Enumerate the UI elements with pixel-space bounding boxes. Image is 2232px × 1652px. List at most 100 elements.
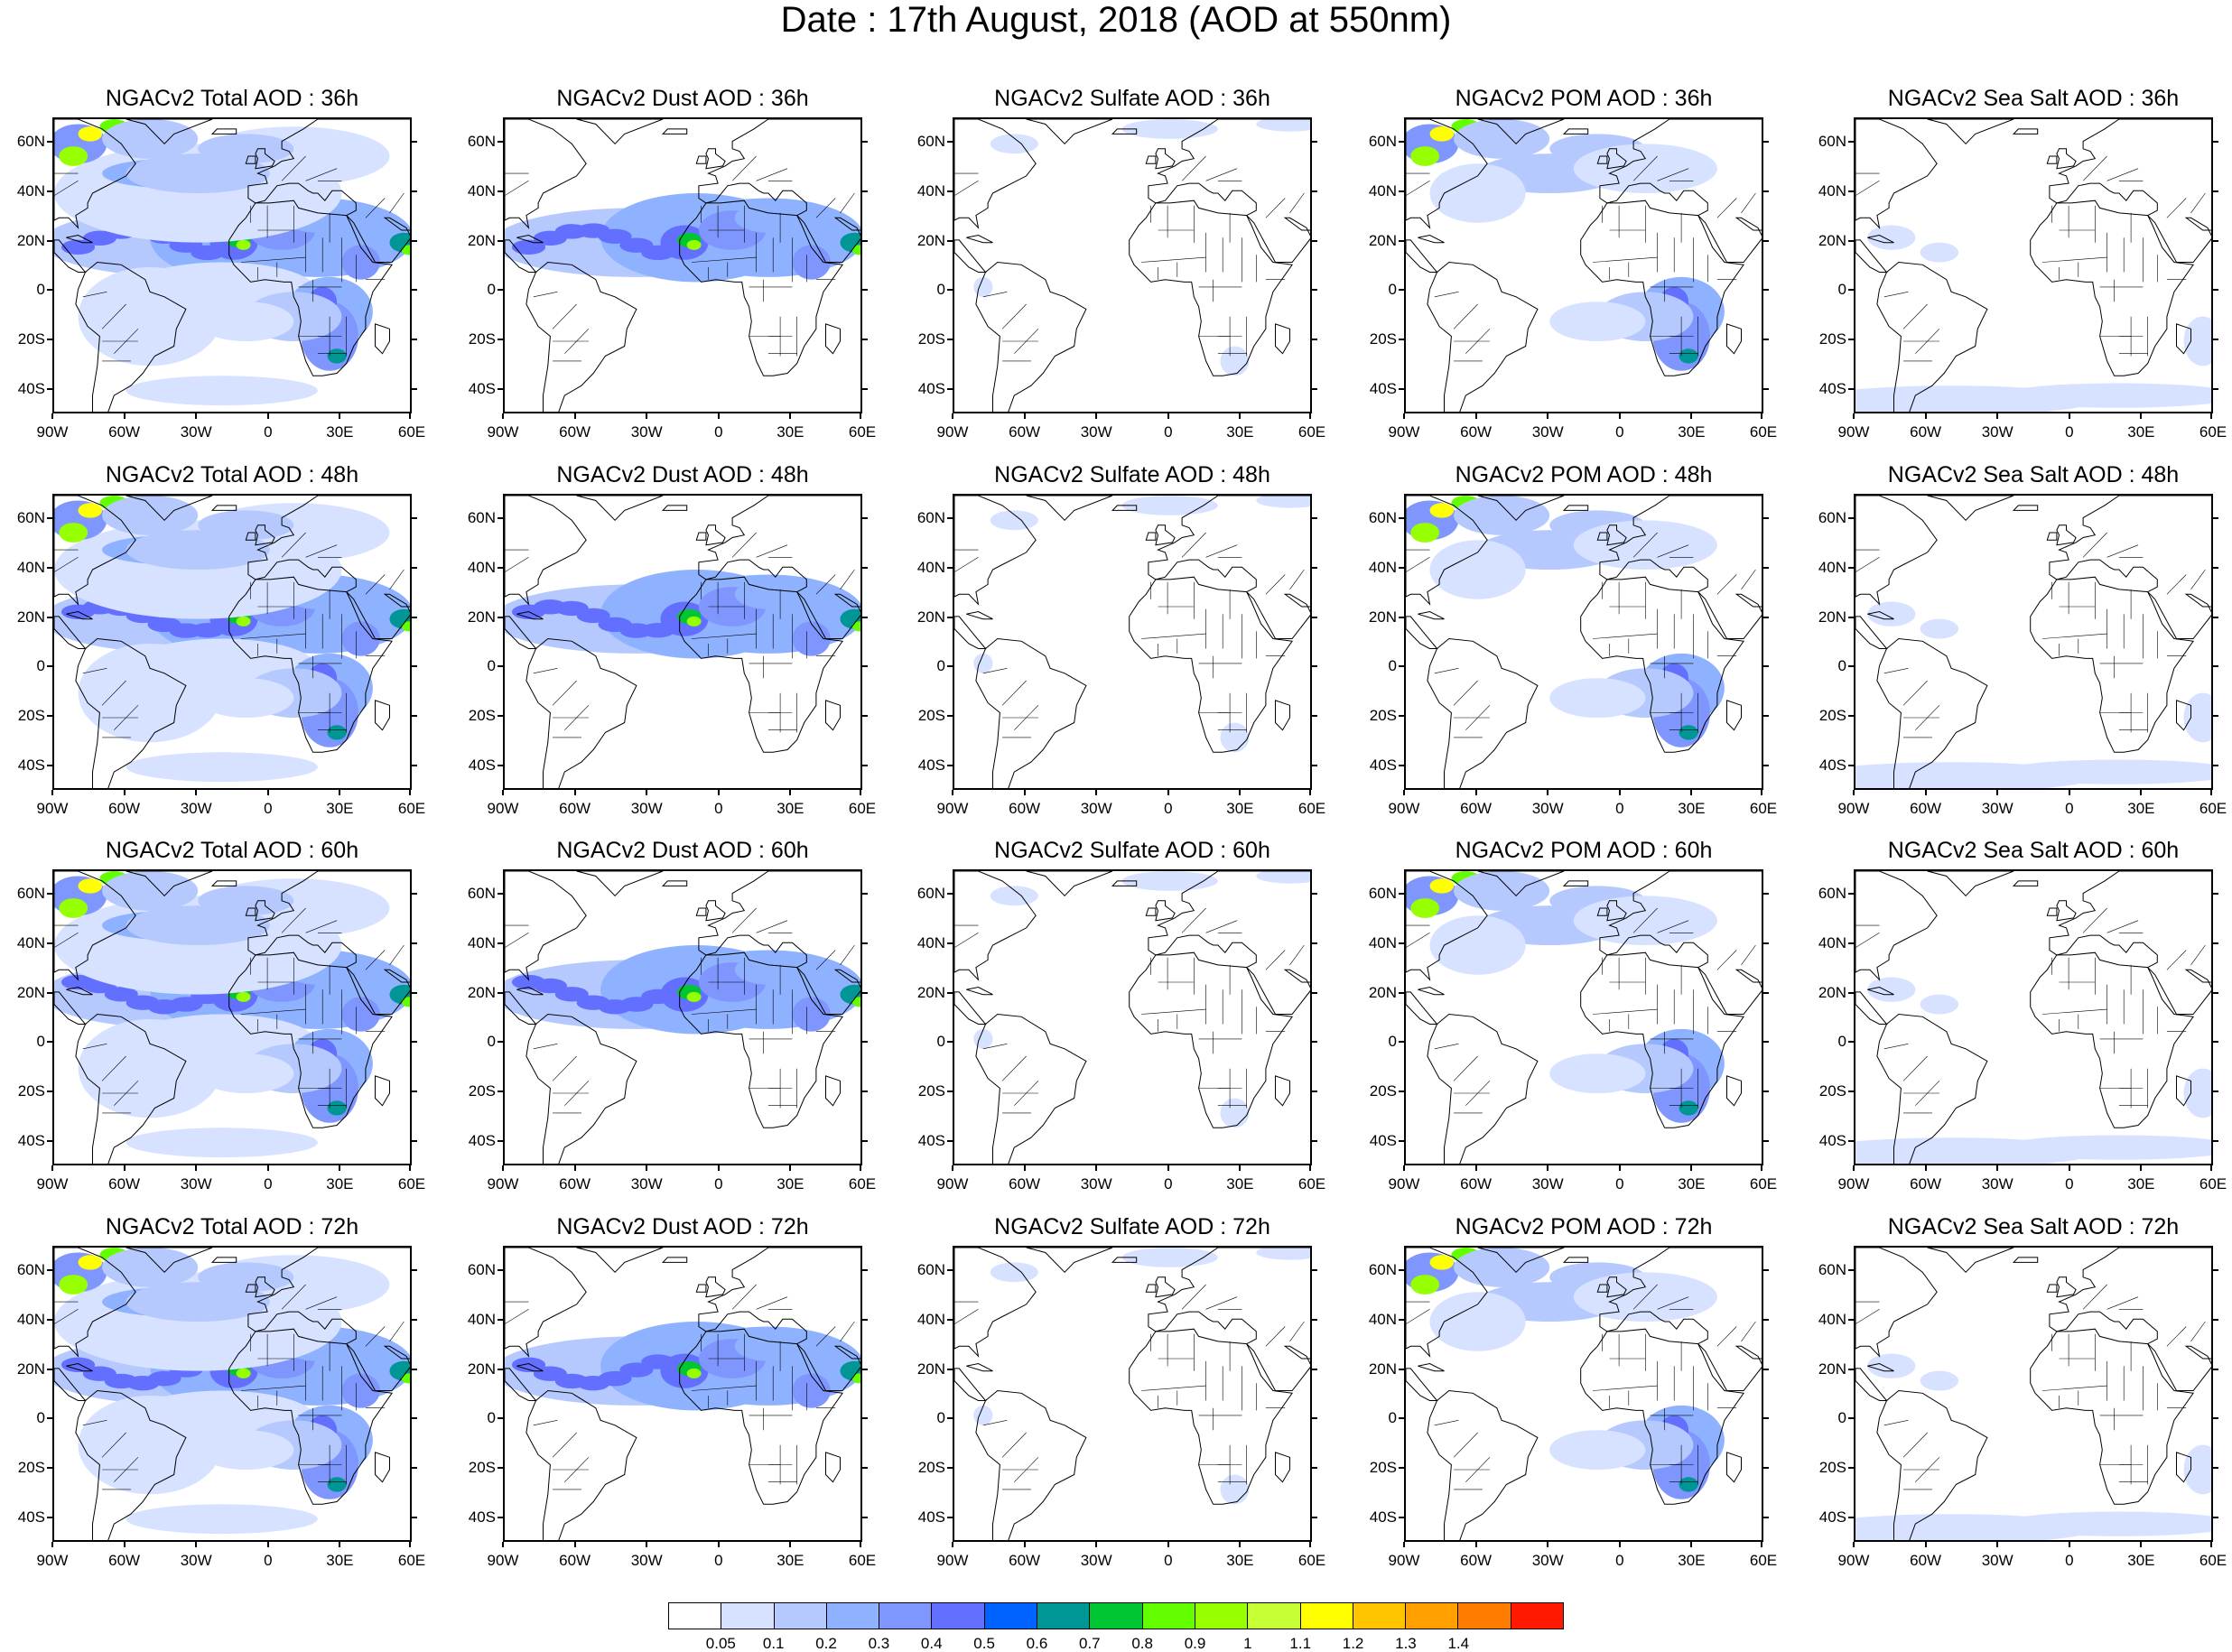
country-border xyxy=(1465,329,1491,354)
lat-tick xyxy=(1399,715,1404,717)
coastline xyxy=(66,986,93,996)
lon-label: 30E xyxy=(2127,1552,2155,1569)
lon-label: 60E xyxy=(848,423,877,441)
coastline xyxy=(1599,1248,1762,1391)
country-border xyxy=(2166,950,2187,970)
coastline xyxy=(1145,907,1157,916)
lon-label: 60E xyxy=(1297,1175,1326,1193)
country-border xyxy=(1001,680,1027,706)
country-border xyxy=(365,198,386,218)
coastline xyxy=(126,119,213,145)
country-border xyxy=(281,907,306,933)
country-border xyxy=(1289,1321,1305,1342)
country-border xyxy=(1632,907,1658,933)
country-border xyxy=(114,705,139,730)
coastline xyxy=(1927,119,2014,145)
coastline xyxy=(1580,200,1744,376)
country-border xyxy=(1140,633,1206,639)
lat-tick xyxy=(1312,1139,1317,1142)
lat-tick xyxy=(1848,1417,1854,1420)
coastline xyxy=(2056,900,2077,922)
lon-label: 90W xyxy=(1837,1175,1870,1193)
lon-tick xyxy=(860,790,861,795)
lat-tick xyxy=(862,517,868,520)
lat-tick xyxy=(1312,1269,1317,1272)
lat-tick xyxy=(47,1091,52,1092)
lon-label: 60W xyxy=(1009,800,1041,817)
aerosol-patch xyxy=(1454,871,1550,911)
panel-title: NGACv2 POM AOD : 48h xyxy=(1455,462,1713,487)
coastline xyxy=(975,261,1087,412)
coastline xyxy=(505,1248,587,1358)
lat-label: 60N xyxy=(16,133,45,151)
lat-label: 60N xyxy=(467,509,496,527)
lat-tick xyxy=(947,517,953,520)
lat-tick xyxy=(1312,1467,1317,1469)
panel-title: NGACv2 Sea Salt AOD : 60h xyxy=(1887,838,2180,863)
coastline xyxy=(210,128,237,135)
lat-tick xyxy=(1763,715,1769,717)
lat-tick xyxy=(412,942,417,944)
lat-tick xyxy=(1312,1091,1317,1092)
country-border xyxy=(2041,256,2107,263)
aerosol-patch xyxy=(78,1255,103,1270)
coastline xyxy=(1596,155,1608,164)
country-border xyxy=(1289,569,1305,590)
lat-tick xyxy=(2213,715,2218,717)
lat-label: 40S xyxy=(468,379,496,397)
panel-title: NGACv2 Sea Salt AOD : 36h xyxy=(1887,86,2180,111)
coastline xyxy=(1275,1452,1290,1483)
country-border xyxy=(1855,557,1880,573)
aerosol-patch xyxy=(1549,1430,1646,1470)
coastline xyxy=(1855,1368,1888,1401)
lat-label: 20N xyxy=(16,983,45,1001)
lon-tick xyxy=(339,413,341,419)
aerosol-patch xyxy=(1454,119,1550,159)
lon-label: 60E xyxy=(2199,1552,2227,1569)
lon-label: 90W xyxy=(1388,423,1420,441)
aerosol-patch xyxy=(198,510,294,541)
lat-tick xyxy=(947,1368,953,1370)
aerosol-patch xyxy=(990,134,1038,154)
coastline xyxy=(825,1075,841,1107)
lat-tick xyxy=(498,190,503,192)
lon-tick xyxy=(717,1165,720,1171)
aod-field xyxy=(54,119,410,412)
country-border xyxy=(389,192,405,214)
colorbar xyxy=(668,1602,1564,1629)
lat-label: 40S xyxy=(1369,756,1397,774)
lat-tick xyxy=(2213,567,2218,569)
colorbar-box xyxy=(826,1603,880,1629)
coastline xyxy=(695,1284,707,1293)
aerosol-patch xyxy=(598,228,632,245)
lon-tick xyxy=(2068,1165,2070,1171)
lat-tick xyxy=(1848,991,1854,994)
country-border xyxy=(1716,950,1737,970)
colorbar-box xyxy=(984,1603,1038,1629)
lat-label: 20N xyxy=(467,608,496,626)
coastline xyxy=(54,496,136,606)
coastline xyxy=(1026,496,1113,522)
lon-tick xyxy=(409,1542,411,1547)
lat-tick xyxy=(1763,289,1769,292)
coastline xyxy=(1275,1075,1290,1107)
lat-label: 40S xyxy=(1818,1131,1846,1149)
lon-tick xyxy=(2140,1165,2143,1171)
coastline xyxy=(825,700,841,731)
aerosol-patch xyxy=(2183,316,2211,367)
aerosol-patch xyxy=(59,523,88,543)
country-border xyxy=(389,1321,405,1342)
lon-label: 30W xyxy=(1080,1552,1112,1569)
country-border xyxy=(731,155,757,181)
lat-tick xyxy=(47,387,52,390)
country-border xyxy=(815,574,836,595)
coastline xyxy=(1855,1248,1938,1358)
lon-label: 90W xyxy=(36,423,69,441)
aod-map-sulfate xyxy=(953,869,1312,1165)
lon-label: 90W xyxy=(1837,1552,1870,1569)
coastline xyxy=(126,1248,213,1274)
lat-tick xyxy=(947,1269,953,1272)
aerosol-patch xyxy=(533,978,567,994)
aerosol-patch xyxy=(2183,692,2211,743)
lat-label: 40N xyxy=(1818,182,1846,200)
